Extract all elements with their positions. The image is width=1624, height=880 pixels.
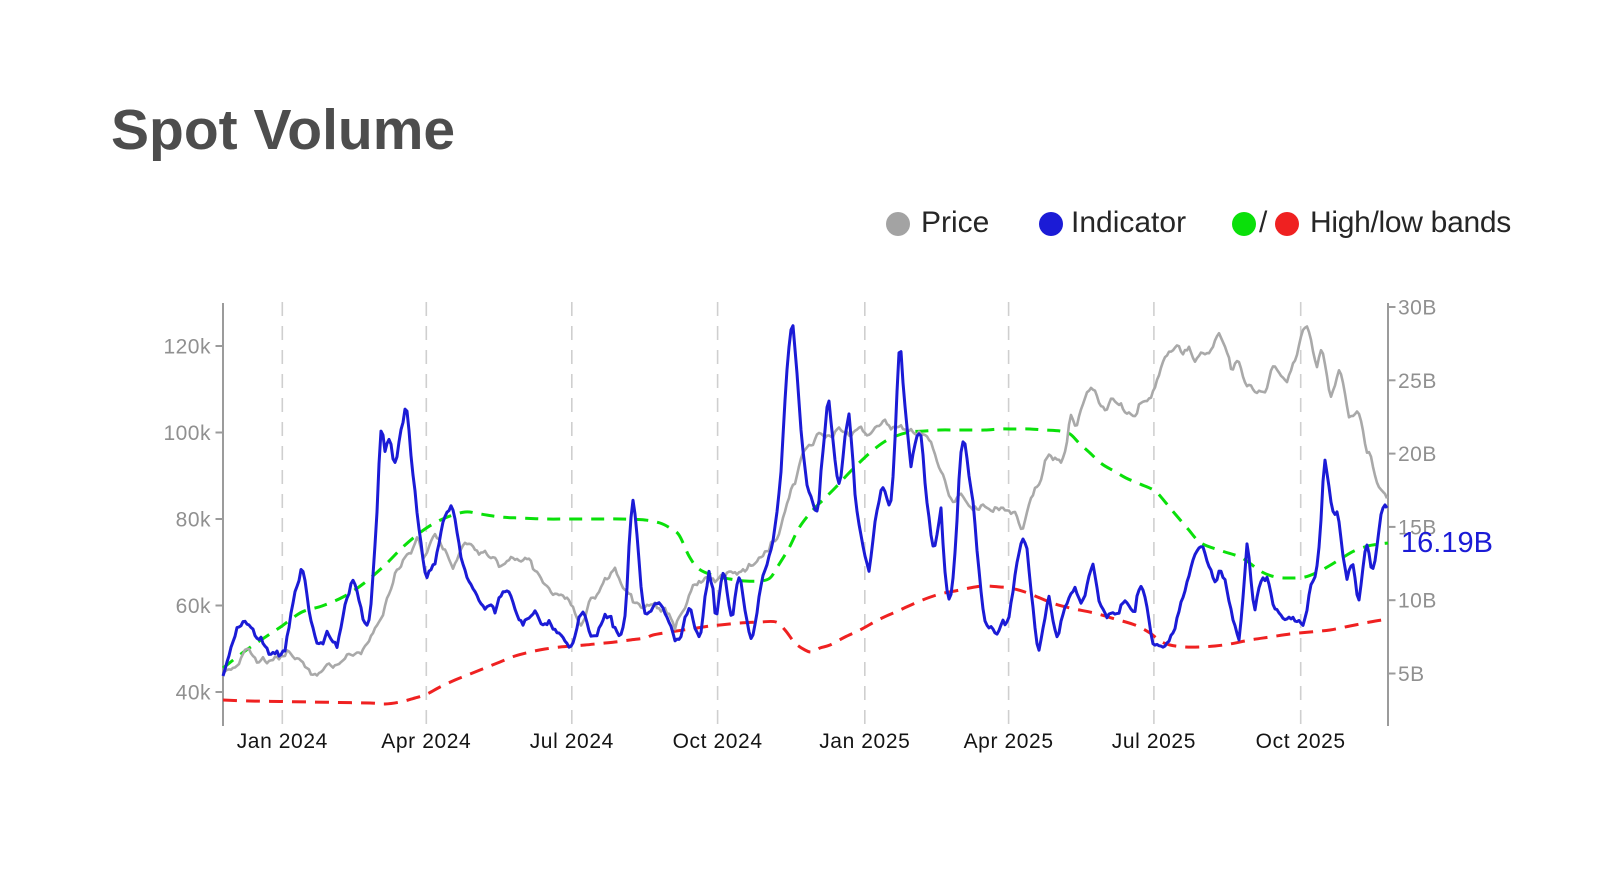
svg-text:15B: 15B — [1398, 516, 1437, 539]
svg-text:Jul 2024: Jul 2024 — [530, 730, 614, 753]
svg-text:16.19B: 16.19B — [1401, 527, 1493, 559]
svg-text:10B: 10B — [1398, 590, 1437, 613]
svg-text:120k: 120k — [163, 336, 211, 359]
svg-text:Apr 2025: Apr 2025 — [964, 730, 1054, 753]
svg-text:Apr 2024: Apr 2024 — [381, 730, 471, 753]
svg-text:60k: 60k — [176, 595, 211, 618]
svg-text:100k: 100k — [163, 422, 211, 445]
svg-text:5B: 5B — [1398, 663, 1425, 686]
svg-text:25B: 25B — [1398, 370, 1437, 393]
svg-text:30B: 30B — [1398, 297, 1437, 320]
svg-text:80k: 80k — [176, 509, 211, 532]
svg-text:Jul 2025: Jul 2025 — [1112, 730, 1196, 753]
svg-text:40k: 40k — [176, 682, 211, 705]
svg-text:Oct 2024: Oct 2024 — [673, 730, 763, 753]
svg-text:Oct 2025: Oct 2025 — [1256, 730, 1346, 753]
svg-text:20B: 20B — [1398, 443, 1437, 466]
svg-text:Jan 2025: Jan 2025 — [819, 730, 910, 753]
svg-text:Jan 2024: Jan 2024 — [237, 730, 328, 753]
